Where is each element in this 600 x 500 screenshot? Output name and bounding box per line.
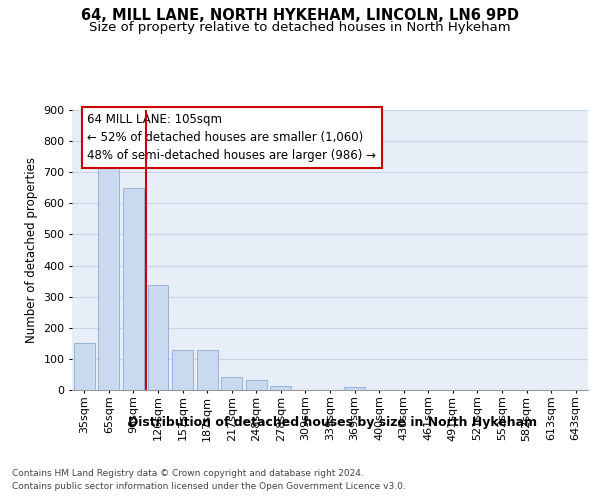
Bar	[172, 350, 193, 390]
Bar	[197, 350, 218, 390]
Bar	[74, 342, 95, 390]
Text: Size of property relative to detached houses in North Hykeham: Size of property relative to detached ho…	[89, 21, 511, 34]
Text: 64 MILL LANE: 105sqm
← 52% of detached houses are smaller (1,060)
48% of semi-de: 64 MILL LANE: 105sqm ← 52% of detached h…	[88, 113, 376, 162]
Bar	[344, 387, 365, 390]
Text: Contains HM Land Registry data © Crown copyright and database right 2024.: Contains HM Land Registry data © Crown c…	[12, 468, 364, 477]
Bar	[98, 168, 119, 390]
Text: Distribution of detached houses by size in North Hykeham: Distribution of detached houses by size …	[128, 416, 538, 429]
Y-axis label: Number of detached properties: Number of detached properties	[25, 157, 38, 343]
Bar	[221, 377, 242, 390]
Bar	[271, 386, 292, 390]
Text: Contains public sector information licensed under the Open Government Licence v3: Contains public sector information licen…	[12, 482, 406, 491]
Bar	[123, 188, 144, 390]
Bar	[246, 380, 267, 390]
Bar	[148, 285, 169, 390]
Text: 64, MILL LANE, NORTH HYKEHAM, LINCOLN, LN6 9PD: 64, MILL LANE, NORTH HYKEHAM, LINCOLN, L…	[81, 8, 519, 22]
